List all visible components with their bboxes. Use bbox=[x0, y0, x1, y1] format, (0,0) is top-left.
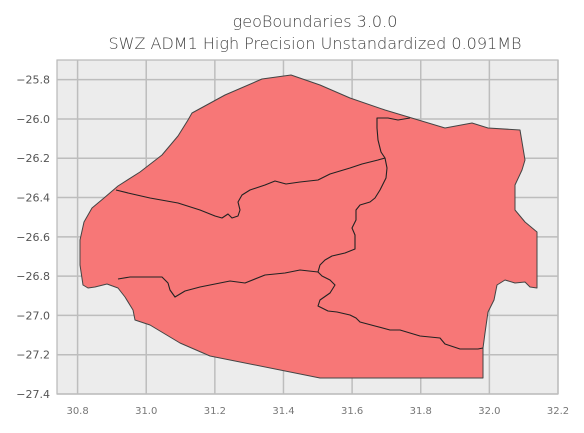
y-tick-label: −26.6 bbox=[16, 231, 50, 244]
x-tick-label: 31.6 bbox=[341, 406, 363, 417]
country-outline bbox=[79, 74, 538, 379]
map-title-line-1: geoBoundaries 3.0.0 bbox=[233, 12, 398, 31]
y-tick-label: −27.4 bbox=[16, 388, 50, 401]
y-tick-label: −26.4 bbox=[16, 192, 50, 205]
x-tick-label: 32.0 bbox=[478, 406, 500, 417]
x-tick-label: 31.8 bbox=[410, 406, 432, 417]
y-axis: −25.8 −26.0 −26.2 −26.4 −26.6 −26.8 −27.0 −27.2… bbox=[16, 74, 50, 401]
x-tick-label: 30.8 bbox=[66, 406, 88, 417]
y-tick-label: −26.0 bbox=[16, 113, 50, 126]
y-tick-label: −27.2 bbox=[16, 349, 50, 362]
map-title-line-2: SWZ ADM1 High Precision Unstandardized 0… bbox=[109, 34, 522, 53]
x-tick-label: 31.2 bbox=[204, 406, 226, 417]
region-boundary-south bbox=[317, 271, 484, 350]
x-tick-label: 31.4 bbox=[272, 406, 294, 417]
y-tick-label: −26.2 bbox=[16, 152, 50, 165]
x-tick-label: 32.2 bbox=[547, 406, 569, 417]
x-tick-label: 31.0 bbox=[135, 406, 157, 417]
x-axis: 30.8 31.0 31.2 31.4 31.6 31.8 32.0 32.2 bbox=[66, 406, 569, 417]
y-tick-label: −25.8 bbox=[16, 74, 50, 87]
region-boundary-east bbox=[117, 117, 411, 298]
region-boundary-west bbox=[115, 157, 386, 219]
y-tick-label: −26.8 bbox=[16, 270, 50, 283]
y-tick-label: −27.0 bbox=[16, 309, 50, 322]
